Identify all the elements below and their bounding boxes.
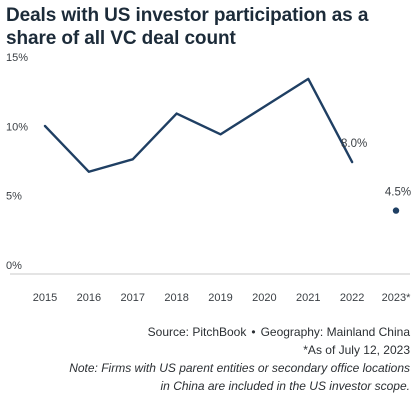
y-tick-label: 15% — [6, 52, 28, 64]
geography-text: Geography: Mainland China — [260, 325, 410, 339]
x-tick-label: 2021 — [296, 292, 320, 304]
data-point — [392, 207, 400, 214]
scope-note-line-2: in China are included in the US investor… — [160, 379, 410, 393]
scope-note-line-1: Note: Firms with US parent entities or s… — [69, 361, 410, 375]
x-tick-label: 2023* — [382, 292, 411, 304]
x-tick-label: 2017 — [121, 292, 145, 304]
series-line — [43, 77, 354, 173]
x-tick-label: 2020 — [252, 292, 276, 304]
bullet-separator: • — [251, 325, 256, 339]
x-tick-label: 2019 — [208, 292, 232, 304]
data-label: 8.0% — [341, 138, 367, 150]
x-axis-ticks: 2015 2016 2017 2018 2019 2020 2021 2022 2023* — [33, 292, 411, 304]
as-of-note: *As of July 12, 2023 — [303, 343, 410, 357]
y-tick-label: 5% — [6, 191, 22, 203]
y-tick-label: 10% — [6, 121, 28, 133]
data-label: 4.5% — [385, 187, 411, 199]
chart-title: Deals with US investor participation as … — [6, 5, 369, 49]
x-tick-label: 2022 — [340, 292, 364, 304]
x-tick-label: 2016 — [77, 292, 101, 304]
data-labels: 8.0% 4.5% — [341, 138, 411, 199]
series-points — [392, 207, 400, 214]
y-tick-label: 0% — [6, 260, 22, 272]
source-line: Source: PitchBook • Geography: Mainland Ch… — [10, 323, 410, 341]
y-axis-ticks: 0% 5% 10% 15% — [6, 52, 28, 272]
source-text: Source: PitchBook — [147, 325, 247, 339]
x-tick-label: 2018 — [164, 292, 188, 304]
scope-note: Note: Firms with US parent entities or s… — [10, 359, 410, 395]
x-tick-label: 2015 — [33, 292, 57, 304]
